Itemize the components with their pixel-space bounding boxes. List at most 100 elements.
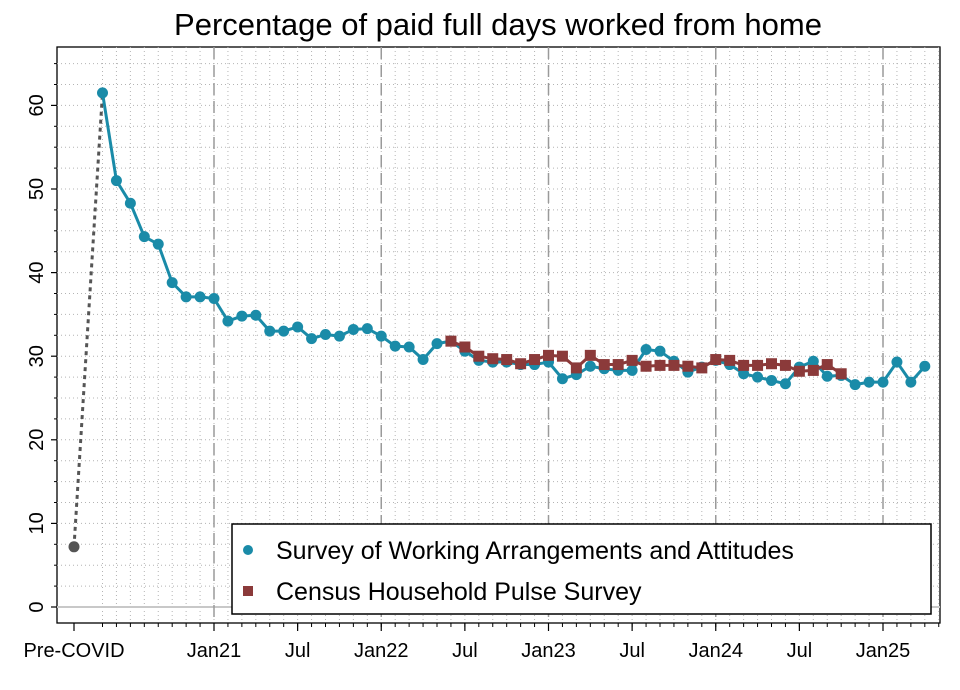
swaa-point — [556, 373, 568, 385]
pulse-point — [543, 349, 554, 361]
swaa-point — [222, 315, 234, 327]
swaa-point — [849, 379, 861, 391]
x-tick-label: Pre-COVID — [23, 640, 124, 662]
pulse-point — [584, 349, 596, 361]
pulse-point — [501, 354, 513, 366]
x-tick-label: Jan22 — [354, 640, 409, 662]
swaa-point — [584, 360, 596, 372]
pre-covid-point — [68, 541, 80, 553]
y-tick-label: 60 — [26, 94, 48, 116]
swaa-point — [919, 360, 931, 372]
x-tick-label: Jan24 — [689, 640, 744, 662]
swaa-point — [264, 325, 276, 337]
pulse-point — [779, 359, 791, 371]
y-tick-label: 30 — [26, 345, 48, 367]
swaa-point — [654, 345, 666, 357]
series-pulse — [445, 335, 847, 380]
pre-covid-layer — [68, 92, 104, 553]
pulse-point — [668, 359, 680, 371]
swaa-point — [138, 231, 150, 243]
pulse-point — [515, 358, 527, 370]
y-tick-label: 20 — [26, 429, 48, 451]
pulse-point — [445, 335, 457, 347]
legend-box — [231, 523, 932, 615]
y-tick-label: 10 — [26, 512, 48, 534]
swaa-point — [626, 364, 638, 376]
x-tick-label: Jan23 — [521, 640, 576, 662]
pre-covid-connector — [72, 92, 104, 547]
swaa-point — [738, 368, 750, 380]
chart-title: Percentage of paid full days worked from… — [174, 7, 822, 42]
swaa-point — [194, 291, 206, 303]
swaa-point — [250, 309, 262, 321]
x-tick-label: Jul — [285, 640, 311, 662]
pulse-point — [682, 360, 694, 372]
swaa-point — [431, 338, 443, 350]
swaa-point — [863, 376, 875, 388]
pulse-point — [487, 353, 499, 365]
y-axis: 0 10 20 30 40 50 60 — [26, 63, 57, 613]
x-tick-label: Jan21 — [187, 640, 242, 662]
swaa-point — [320, 328, 331, 340]
x-tick-label: Jan25 — [856, 640, 911, 662]
swaa-point — [891, 356, 903, 368]
swaa-point — [347, 323, 359, 335]
x-tick-label: Jul — [787, 640, 813, 662]
pulse-point — [654, 359, 666, 371]
pulse-point — [807, 364, 819, 376]
legend-marker-pulse — [243, 586, 253, 596]
swaa-point — [306, 333, 318, 345]
y-tick-label: 0 — [26, 601, 48, 612]
legend-marker-swaa — [243, 545, 253, 555]
pulse-point — [710, 354, 722, 366]
swaa-point — [110, 175, 122, 187]
pulse-point — [696, 362, 708, 374]
pulse-point — [752, 359, 764, 371]
swaa-point — [124, 197, 136, 209]
swaa-point — [180, 291, 192, 303]
pulse-point — [529, 354, 541, 366]
x-axis: Pre-COVID Jan21 Jul Jan22 Jul Jan23 Jul Jan24 Ju… — [23, 623, 940, 662]
swaa-point — [640, 344, 652, 356]
pulse-point — [612, 359, 624, 371]
legend: Survey of Working Arrangements and Attit… — [231, 523, 932, 615]
pulse-point — [793, 365, 805, 377]
swaa-point — [166, 277, 178, 289]
y-tick-label: 50 — [26, 178, 48, 200]
swaa-point — [403, 341, 415, 353]
swaa-point — [292, 321, 304, 333]
swaa-point — [333, 330, 345, 342]
swaa-point — [97, 87, 108, 99]
x-tick-label: Jul — [619, 640, 645, 662]
pulse-point — [766, 358, 777, 370]
swaa-point — [375, 330, 387, 342]
y-tick-label: 40 — [26, 261, 48, 283]
pulse-point — [570, 362, 582, 374]
swaa-point — [877, 376, 889, 388]
legend-label-swaa: Survey of Working Arrangements and Attit… — [276, 537, 794, 565]
swaa-point — [152, 238, 164, 250]
pulse-point — [835, 368, 847, 380]
swaa-point — [752, 371, 764, 383]
swaa-point — [821, 370, 833, 382]
swaa-point — [905, 376, 917, 388]
pulse-point — [626, 354, 638, 366]
pulse-point — [556, 350, 568, 362]
legend-label-pulse: Census Household Pulse Survey — [276, 578, 642, 606]
pulse-point — [473, 350, 485, 362]
swaa-point — [208, 293, 220, 305]
swaa-point — [807, 355, 819, 367]
swaa-point — [278, 325, 290, 337]
swaa-point — [361, 323, 373, 335]
swaa-point — [779, 378, 791, 390]
pulse-point — [738, 359, 750, 371]
pulse-point — [821, 359, 833, 371]
pulse-point — [640, 360, 652, 372]
pulse-point — [459, 341, 471, 353]
pulse-point — [724, 354, 736, 366]
swaa-point — [766, 374, 777, 386]
swaa-point — [389, 340, 401, 352]
swaa-point — [417, 354, 429, 366]
